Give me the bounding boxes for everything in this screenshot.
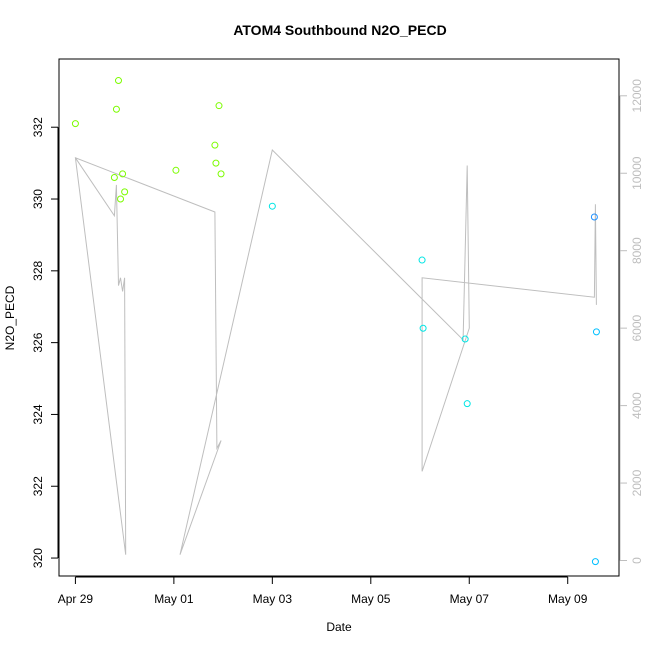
data-point xyxy=(591,558,599,566)
y2-tick-label: 10000 xyxy=(630,156,644,190)
y2-axis: 0 2000 4000 6000 8000 10000 12000 xyxy=(619,79,644,564)
data-point xyxy=(418,256,426,264)
y-tick-label: 324 xyxy=(31,404,45,424)
y-axis-label: N2O_PECD xyxy=(3,285,17,350)
data-point xyxy=(590,213,598,221)
data-point xyxy=(463,400,471,408)
data-point xyxy=(121,188,129,196)
x-tick-label: May 05 xyxy=(351,592,391,606)
y-tick-label: 330 xyxy=(31,189,45,209)
data-point xyxy=(114,77,122,85)
data-point xyxy=(211,141,219,149)
y-tick-label: 332 xyxy=(31,117,45,137)
y2-tick-label: 6000 xyxy=(630,314,644,341)
data-point xyxy=(110,173,118,181)
data-point xyxy=(212,159,220,167)
data-point xyxy=(117,195,125,203)
y-tick-label: 322 xyxy=(31,476,45,496)
x-axis: Apr 29 May 01 May 03 May 05 May 07 May 09 xyxy=(58,576,588,606)
y2-tick-label: 0 xyxy=(630,557,644,564)
data-point xyxy=(419,324,427,332)
data-point xyxy=(119,170,127,178)
point-layer xyxy=(71,77,600,566)
data-point xyxy=(217,170,225,178)
data-point xyxy=(71,120,79,128)
y2-tick-label: 2000 xyxy=(630,469,644,496)
data-point xyxy=(592,328,600,336)
data-point xyxy=(268,202,276,210)
data-point xyxy=(215,102,223,110)
x-tick-label: May 01 xyxy=(154,592,194,606)
x-tick-label: May 03 xyxy=(253,592,293,606)
x-tick-label: Apr 29 xyxy=(58,592,94,606)
plot-frame xyxy=(58,58,620,577)
y2-tick-label: 8000 xyxy=(630,237,644,264)
chart-title: ATOM4 Southbound N2O_PECD xyxy=(233,22,446,38)
y-tick-label: 328 xyxy=(31,260,45,280)
y-tick-label: 320 xyxy=(31,548,45,568)
y-tick-label: 326 xyxy=(31,332,45,352)
x-axis-label: Date xyxy=(326,620,352,634)
y2-tick-label: 12000 xyxy=(630,79,644,113)
data-point xyxy=(172,166,180,174)
data-point xyxy=(461,335,469,343)
series-line xyxy=(74,149,597,555)
x-tick-label: May 09 xyxy=(548,592,588,606)
data-point xyxy=(112,105,120,113)
y2-tick-label: 4000 xyxy=(630,392,644,419)
y-axis: 320 322 324 326 328 330 332 xyxy=(31,117,59,568)
x-tick-label: May 07 xyxy=(450,592,490,606)
line-layer xyxy=(74,149,597,555)
